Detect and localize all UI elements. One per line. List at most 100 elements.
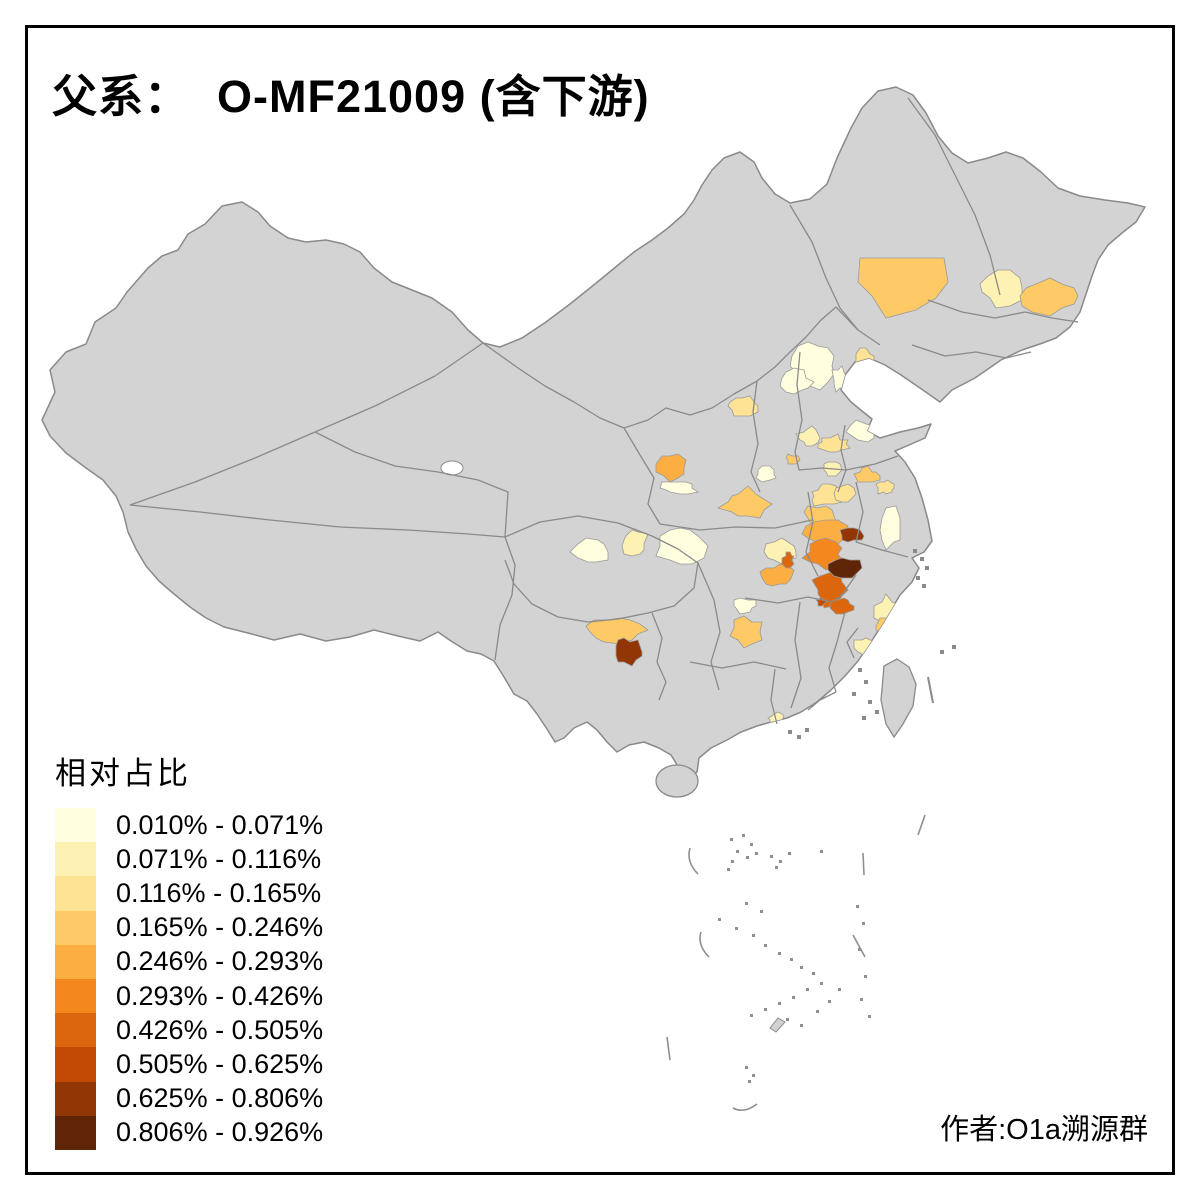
province-borders xyxy=(129,97,1079,725)
coastal-islet xyxy=(805,728,809,732)
sea-islet xyxy=(750,1014,753,1017)
map-region xyxy=(829,597,855,615)
map-region xyxy=(879,505,901,551)
province-border xyxy=(927,299,1079,323)
legend-range-label: 0.071% - 0.116% xyxy=(116,843,322,874)
province-border xyxy=(794,351,803,471)
sea-islet xyxy=(792,996,795,999)
legend-range-label: 0.505% - 0.625% xyxy=(116,1048,324,1079)
province-border xyxy=(828,611,846,693)
map-region xyxy=(811,483,843,507)
province-border xyxy=(697,562,715,601)
hainan-island xyxy=(655,764,699,798)
legend-swatch xyxy=(55,842,96,877)
reef-line xyxy=(699,931,710,958)
province-border xyxy=(770,668,778,725)
coastal-islet xyxy=(925,566,929,570)
sea-islet xyxy=(860,998,863,1001)
sea-islet xyxy=(745,902,748,905)
sea-islet xyxy=(828,1000,831,1003)
legend-item: 0.505% - 0.625% xyxy=(55,1047,324,1082)
legend-swatch xyxy=(55,910,96,945)
legend-rows: 0.010% - 0.071% 0.071% - 0.116% 0.116% - 0… xyxy=(55,808,323,1150)
province-border xyxy=(805,491,819,577)
sea-islet xyxy=(816,1010,819,1013)
province-border xyxy=(837,424,847,493)
sea-islet xyxy=(778,952,781,955)
legend-item: 0.426% - 0.505% xyxy=(55,1013,324,1048)
map-title: 父系： O-MF21009 (含下游) xyxy=(52,71,650,122)
sea-islet xyxy=(778,1002,781,1005)
sea-islet xyxy=(788,852,791,855)
coastal-islet xyxy=(920,557,924,561)
map-region xyxy=(845,419,877,443)
legend: 相对占比 0.010% - 0.071% 0.071% - 0.116% 0.116… xyxy=(55,748,323,1150)
legend-item: 0.246% - 0.293% xyxy=(55,944,324,979)
sea-islet xyxy=(820,850,823,853)
legend-range-label: 0.116% - 0.165% xyxy=(116,877,322,908)
reef-line xyxy=(917,814,926,836)
province-border xyxy=(790,601,802,709)
province-border xyxy=(623,427,661,525)
china-landmass xyxy=(41,86,1146,781)
legend-range-label: 0.426% - 0.505% xyxy=(116,1014,324,1045)
sea-islet xyxy=(806,988,809,991)
offshore-islands xyxy=(655,549,956,798)
sea-islet xyxy=(786,1018,789,1021)
sea-islet xyxy=(800,1024,803,1027)
sea-islet xyxy=(748,1080,751,1083)
reef-line xyxy=(666,1036,671,1061)
province-border xyxy=(855,481,864,543)
province-border xyxy=(855,541,909,558)
province-border xyxy=(482,306,881,429)
sea-islet xyxy=(775,866,778,869)
legend-swatch xyxy=(55,978,96,1014)
province-border xyxy=(807,691,837,711)
sea-islet xyxy=(779,860,782,863)
map-region xyxy=(733,597,757,615)
legend-title: 相对占比 xyxy=(55,756,191,791)
coastal-islet xyxy=(797,735,801,739)
province-border xyxy=(659,519,813,531)
mainland-outline xyxy=(41,86,1146,781)
map-region xyxy=(875,479,895,495)
sea-islet xyxy=(770,855,773,858)
map-region xyxy=(655,527,709,565)
province-border xyxy=(831,574,857,603)
sea-islet xyxy=(800,966,803,969)
sea-islet xyxy=(755,852,758,855)
legend-range-label: 0.246% - 0.293% xyxy=(116,946,324,977)
sea-islet xyxy=(731,860,734,863)
island-chain-mark xyxy=(927,676,934,704)
map-region xyxy=(875,617,893,637)
sea-islet xyxy=(750,843,753,846)
sea-islet xyxy=(838,988,841,991)
small-island xyxy=(769,1017,786,1033)
coastal-islet xyxy=(875,710,879,714)
legend-swatch xyxy=(55,1081,96,1116)
sea-islet xyxy=(727,868,730,871)
province-border xyxy=(911,344,1032,359)
map-region xyxy=(729,615,763,649)
sea-islet xyxy=(820,982,823,985)
province-border xyxy=(907,97,1001,296)
province-border xyxy=(689,661,787,670)
reef-line xyxy=(862,852,865,876)
coastal-islet xyxy=(868,700,872,704)
map-region xyxy=(569,537,609,563)
sea-islet xyxy=(746,856,749,859)
coastal-islet xyxy=(862,716,866,720)
taiwan-island xyxy=(880,658,917,739)
sea-islet xyxy=(730,838,733,841)
map-region xyxy=(827,557,863,579)
map-region xyxy=(659,481,700,495)
map-region xyxy=(781,551,795,569)
province-border xyxy=(314,431,509,538)
legend-swatch xyxy=(55,1047,96,1082)
sea-islet xyxy=(764,944,767,947)
sea-islet xyxy=(760,910,763,913)
legend-item: 0.071% - 0.116% xyxy=(55,842,323,877)
map-region xyxy=(1019,277,1079,317)
